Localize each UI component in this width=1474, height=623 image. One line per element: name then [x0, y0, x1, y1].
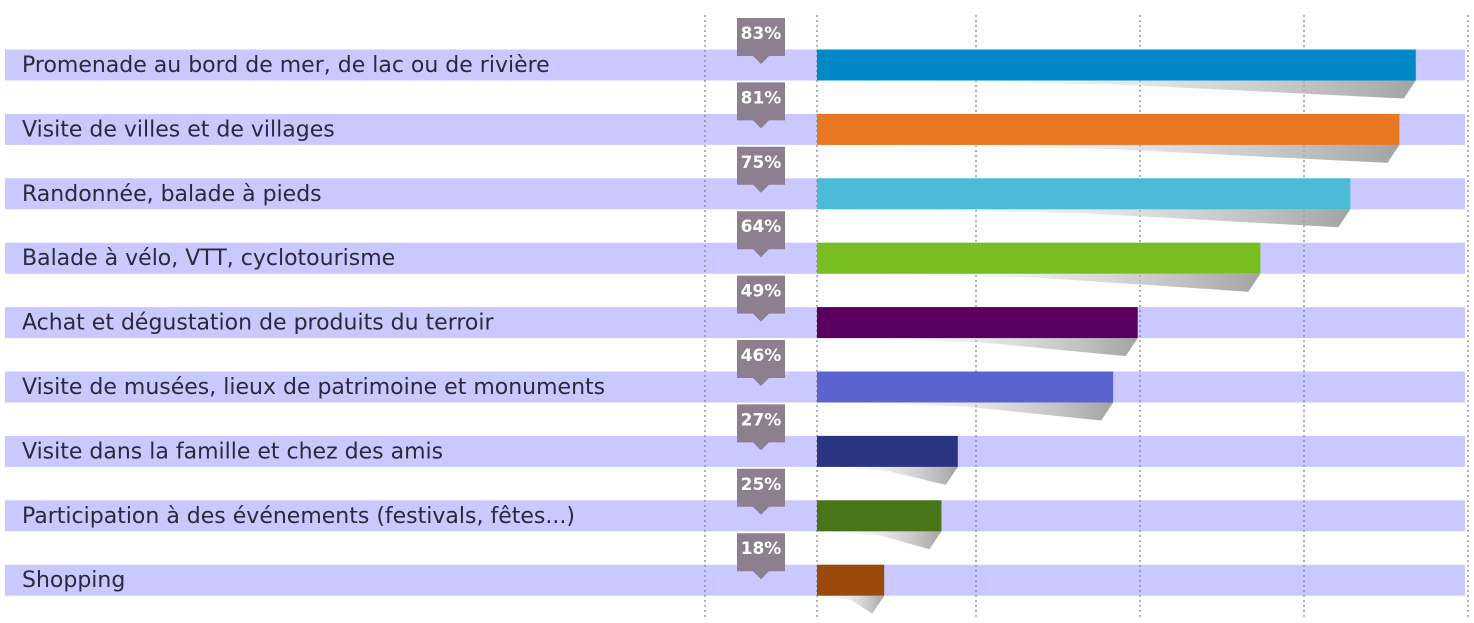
bar	[817, 435, 958, 467]
bar	[817, 371, 1114, 403]
bar	[817, 242, 1261, 274]
category-label: Visite dans la famille et chez des amis	[22, 439, 443, 464]
category-label: Promenade au bord de mer, de lac ou de r…	[22, 53, 550, 78]
bar-shadow	[817, 338, 1138, 357]
value-label: 27%	[741, 410, 782, 430]
value-badge	[737, 211, 785, 258]
category-label: Balade à vélo, VTT, cyclotourisme	[22, 246, 395, 271]
value-label: 64%	[741, 217, 782, 237]
value-badge	[737, 404, 785, 451]
bar	[817, 178, 1351, 210]
category-label: Randonnée, balade à pieds	[22, 182, 322, 207]
bar	[817, 564, 885, 596]
category-label: Visite de villes et de villages	[22, 117, 335, 142]
category-label: Shopping	[22, 568, 125, 593]
value-badge	[737, 275, 785, 322]
value-label: 83%	[741, 24, 782, 44]
row-band	[5, 435, 1465, 467]
value-label: 49%	[741, 282, 782, 302]
bar-shadow	[817, 466, 958, 485]
bar	[817, 113, 1400, 145]
value-badge	[737, 18, 785, 64]
bar-shadow	[817, 595, 885, 614]
bar-shadow	[817, 531, 942, 550]
bar-shadow	[817, 144, 1400, 163]
bar-shadow	[817, 209, 1351, 228]
row-band	[5, 564, 1465, 596]
value-badge	[737, 146, 785, 193]
row-band	[5, 371, 1465, 403]
value-label: 46%	[741, 346, 782, 366]
bar-shadow	[817, 80, 1416, 99]
value-badge	[737, 468, 785, 515]
bar-shadow	[817, 273, 1261, 292]
row-band	[5, 307, 1465, 339]
bar-shadow	[817, 402, 1114, 421]
category-label: Participation à des événements (festival…	[22, 504, 575, 529]
value-badge	[737, 533, 785, 580]
bar	[817, 307, 1138, 339]
category-label: Visite de musées, lieux de patrimoine et…	[22, 375, 605, 400]
bar	[817, 49, 1416, 81]
bar	[817, 500, 942, 532]
row-band	[5, 500, 1465, 532]
value-label: 81%	[741, 88, 782, 108]
value-badge	[737, 82, 785, 129]
value-badge	[737, 340, 785, 386]
category-label: Achat et dégustation de produits du terr…	[22, 311, 495, 336]
value-label: 75%	[741, 153, 782, 173]
value-label: 18%	[741, 539, 782, 559]
value-label: 25%	[741, 475, 782, 495]
